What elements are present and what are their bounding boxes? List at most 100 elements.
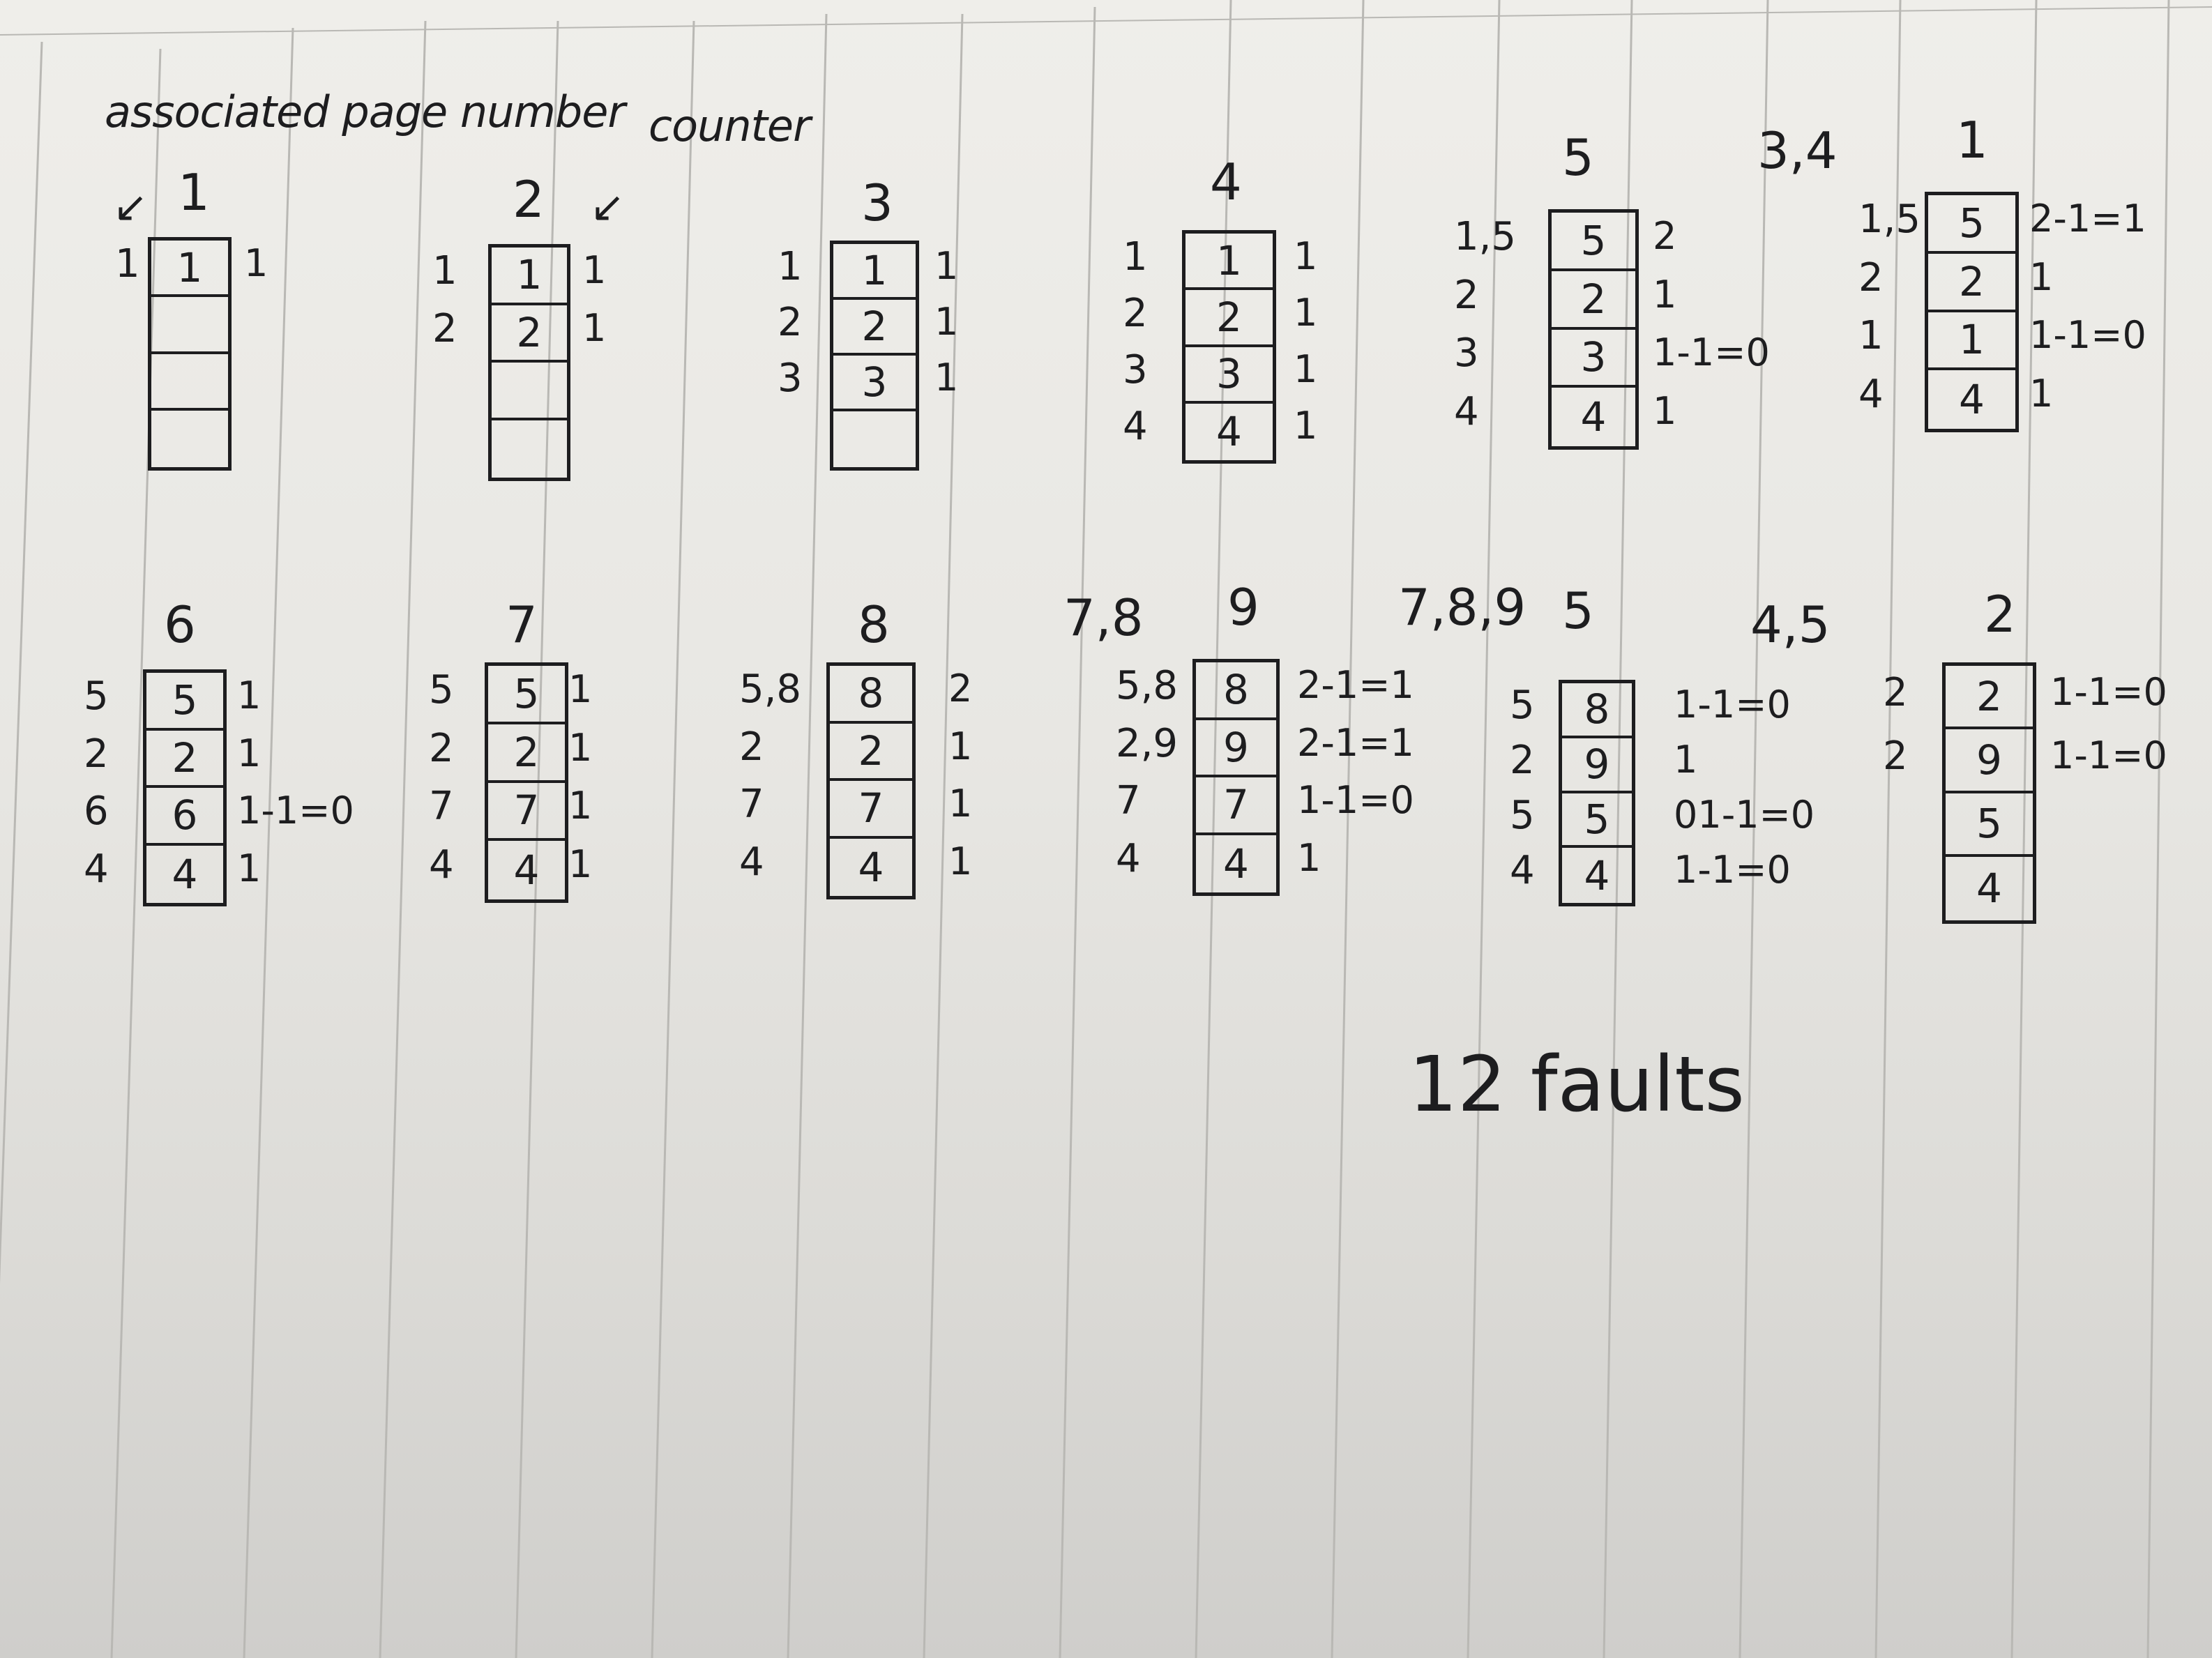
counter-value: 1-1=0 bbox=[1674, 847, 1791, 892]
reference-page-header: 9 bbox=[1227, 578, 1259, 637]
associated-page-label: 7 bbox=[739, 782, 764, 828]
frame-cell: 7 bbox=[830, 781, 912, 839]
associated-page-label: 2 bbox=[84, 731, 109, 777]
associated-page-label: 2 bbox=[739, 724, 764, 770]
frame-cell: 2 bbox=[1185, 290, 1273, 347]
associated-page-label: 4 bbox=[1116, 835, 1141, 881]
frame-cell: 2 bbox=[488, 724, 565, 783]
candidate-note: 7,8 bbox=[1063, 588, 1144, 647]
rule-line bbox=[1059, 6, 1096, 1658]
associated-page-label: 5 bbox=[1510, 792, 1535, 838]
frame-cell: 2 bbox=[1928, 254, 2015, 312]
counter-value: 1 bbox=[568, 667, 593, 711]
counter-value: 1 bbox=[582, 305, 607, 350]
frame-cell: 5 bbox=[146, 673, 223, 731]
associated-page-label: 5,8 bbox=[1116, 663, 1179, 709]
counter-value: 1-1=0 bbox=[2029, 313, 2146, 358]
associated-page-label: 1,5 bbox=[1858, 196, 1921, 242]
reference-page-header: 4 bbox=[1210, 153, 1242, 211]
candidate-note: 7,8,9 bbox=[1398, 578, 1527, 637]
frame-cell: 1 bbox=[151, 241, 228, 298]
associated-page-number-annotation: associated page number bbox=[105, 86, 626, 137]
rule-line bbox=[1738, 0, 1769, 1658]
rule-line bbox=[379, 20, 427, 1658]
counter-value: 1 bbox=[582, 248, 607, 293]
frame-cell: 4 bbox=[1959, 376, 1985, 424]
associated-page-label: 2 bbox=[1454, 272, 1479, 318]
rule-line bbox=[1331, 0, 1365, 1658]
frame-cell: 4 bbox=[1223, 839, 1249, 888]
associated-page-label: 6 bbox=[84, 789, 109, 835]
associated-page-label: 2 bbox=[1883, 669, 1908, 715]
frame-cell: 7 bbox=[488, 783, 565, 842]
frame-cell: 4 bbox=[1976, 865, 2002, 913]
frame-cell: 2 bbox=[146, 731, 223, 788]
associated-page-label: 4 bbox=[84, 846, 109, 892]
reference-page-header: 1 bbox=[1956, 111, 1988, 169]
frame-cell bbox=[151, 297, 228, 354]
frame-cell: 5 bbox=[1928, 195, 2015, 254]
associated-page-label: 5 bbox=[84, 674, 109, 720]
counter-value: 1 bbox=[1294, 347, 1318, 392]
counter-value: 2 bbox=[1653, 213, 1677, 258]
frame-cell: 5 bbox=[488, 666, 565, 724]
frame-cell: 2 bbox=[1946, 666, 2033, 730]
frame-cell: 1 bbox=[492, 248, 567, 305]
reference-page-header: 8 bbox=[858, 595, 890, 654]
counter-value: 1 bbox=[1294, 404, 1318, 448]
counter-value: 1 bbox=[1674, 738, 1698, 782]
counter-value: 01-1=0 bbox=[1674, 792, 1815, 837]
reference-page-header: 2 bbox=[513, 170, 545, 229]
associated-page-label: 2 bbox=[1883, 733, 1908, 779]
counter-value: 1 bbox=[934, 300, 959, 344]
counter-value: 1 bbox=[2029, 254, 2054, 299]
counter-value: 1 bbox=[568, 784, 593, 828]
frame-cell bbox=[492, 420, 567, 478]
candidate-note: 4,5 bbox=[1750, 595, 1831, 654]
frame-cell: 8 bbox=[1196, 662, 1276, 720]
rule-line bbox=[1874, 0, 1902, 1658]
associated-page-label: 4 bbox=[1510, 847, 1535, 893]
associated-page-label: 4 bbox=[1454, 389, 1479, 435]
associated-page-label: 1 bbox=[778, 244, 803, 289]
associated-page-label: 7 bbox=[1116, 778, 1141, 824]
counter-value: 2-1=1 bbox=[1297, 663, 1414, 708]
reference-page-header: 1 bbox=[178, 163, 210, 222]
associated-page-label: 1,5 bbox=[1454, 213, 1517, 259]
associated-page-label: 5 bbox=[429, 667, 454, 713]
associated-page-label: 1 bbox=[1123, 234, 1148, 280]
counter-value: 2-1=1 bbox=[1297, 720, 1414, 765]
counter-value: 1 bbox=[948, 724, 973, 768]
rule-line bbox=[923, 13, 964, 1658]
counter-value: 1 bbox=[237, 674, 262, 718]
down-left-arrow-icon: ↙ bbox=[590, 183, 626, 231]
frame-cell: 1 bbox=[833, 244, 916, 300]
frame-cell bbox=[151, 411, 228, 467]
reference-page-header: 5 bbox=[1562, 128, 1594, 187]
frame-cell: 9 bbox=[1196, 720, 1276, 777]
rule-line bbox=[0, 6, 2212, 36]
counter-value: 1-1=0 bbox=[1653, 330, 1770, 375]
counter-value: 1 bbox=[237, 846, 262, 890]
counter-value: 1 bbox=[244, 241, 268, 285]
associated-page-label: 7 bbox=[429, 784, 454, 830]
associated-page-label: 2 bbox=[1123, 290, 1148, 336]
frame-cell: 8 bbox=[1562, 683, 1632, 738]
rule-line bbox=[2146, 0, 2170, 1658]
counter-value: 1 bbox=[2029, 372, 2054, 416]
memory-frame-stack: 1 bbox=[148, 237, 232, 471]
frame-cell: 6 bbox=[146, 788, 223, 846]
rule-line bbox=[651, 20, 695, 1658]
associated-page-label: 3 bbox=[1454, 330, 1479, 377]
frame-cell: 5 bbox=[1946, 793, 2033, 857]
associated-page-label: 4 bbox=[1123, 404, 1148, 450]
counter-value: 1 bbox=[237, 731, 262, 775]
